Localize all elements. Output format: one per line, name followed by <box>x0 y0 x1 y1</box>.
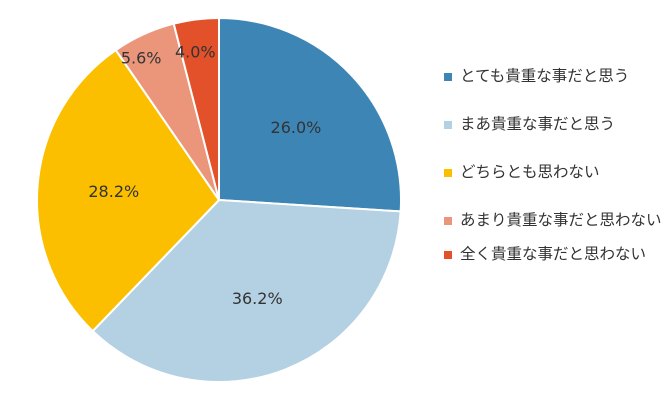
data-label: 4.0% <box>175 42 216 61</box>
data-label: 26.0% <box>271 118 322 137</box>
legend-item: とても貴重な事だと思う <box>444 66 662 87</box>
legend-item-label: どちらとも思わない <box>460 163 600 181</box>
legend-swatch <box>444 73 452 81</box>
legend-swatch <box>444 121 452 129</box>
pie-slice <box>172 16 220 201</box>
data-label: 5.6% <box>121 49 162 68</box>
legend-item: まあ貴重な事だと思う <box>444 114 662 135</box>
pie-chart-svg: 26.0% 36.2% 28.2% 5.6% 4.0% <box>36 16 402 383</box>
legend-item-label: 全く貴重な事だと思わない <box>460 245 647 263</box>
legend-item: どちらとも思わない <box>444 162 662 183</box>
legend-item-label: とても貴重な事だと思う <box>460 67 630 85</box>
pie-slices <box>36 16 402 383</box>
data-label: 28.2% <box>88 182 139 201</box>
legend-swatch <box>444 169 452 177</box>
data-label: 36.2% <box>232 289 283 308</box>
pie-slice <box>91 198 402 383</box>
legend-item: 全く貴重な事だと思わない <box>444 244 662 265</box>
legend-swatch <box>444 217 452 225</box>
legend-swatch <box>444 251 452 259</box>
pie-slice <box>36 48 221 333</box>
chart-legend: とても貴重な事だと思う まあ貴重な事だと思う どちらとも思わない あまり貴重な事… <box>444 66 662 278</box>
legend-item-label: あまり貴重な事だと思わない <box>460 211 662 229</box>
legend-item: あまり貴重な事だと思わない <box>444 210 662 231</box>
pie-slice <box>218 16 402 213</box>
legend-item-label: まあ貴重な事だと思う <box>460 115 616 133</box>
pie-data-labels: 26.0% 36.2% 28.2% 5.6% 4.0% <box>88 42 321 307</box>
